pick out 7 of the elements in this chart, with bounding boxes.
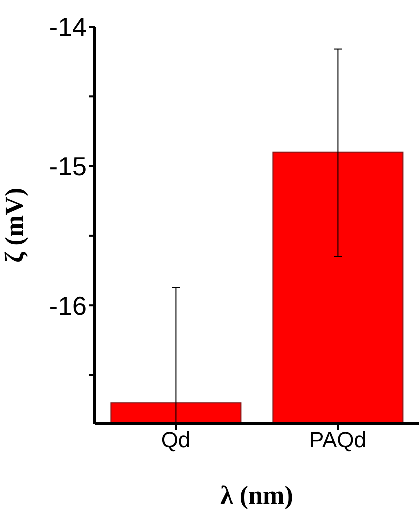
x-axis-title: λ (nm) [220, 481, 294, 510]
y-axis-title: ζ (mV) [0, 188, 30, 263]
y-tick-label: -16 [49, 290, 87, 321]
y-tick-label: -14 [49, 12, 87, 42]
x-tick-label: PAQd [309, 428, 367, 453]
x-tick-label: Qd [161, 428, 191, 453]
y-tick-label: -15 [49, 152, 87, 182]
